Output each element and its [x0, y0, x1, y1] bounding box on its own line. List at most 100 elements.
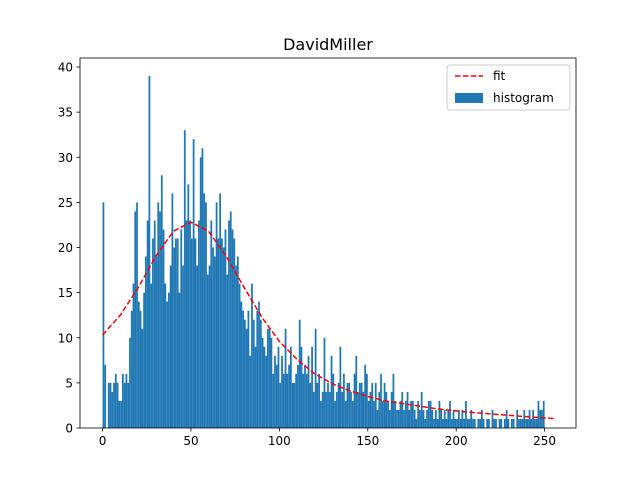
histogram-bar: [231, 229, 234, 428]
histogram-bar: [293, 382, 296, 428]
histogram-bar: [152, 238, 154, 428]
histogram-bar: [355, 355, 358, 428]
histogram-bar: [127, 382, 130, 428]
histogram-bar: [374, 382, 377, 428]
histogram-bar: [182, 265, 184, 428]
histogram-bar: [399, 400, 402, 428]
histogram-bar: [190, 238, 193, 428]
histogram-bar: [244, 319, 246, 428]
histogram-bar: [479, 418, 481, 428]
histogram-bar: [466, 418, 469, 428]
histogram-bar: [143, 292, 145, 428]
histogram-bar: [344, 400, 347, 428]
histogram-bar: [362, 391, 365, 428]
histogram-bar: [541, 409, 543, 428]
histogram-bar: [194, 238, 197, 428]
histogram-bar: [116, 382, 119, 428]
histogram-bar: [261, 337, 264, 428]
histogram-bar: [503, 418, 506, 428]
histogram-bar: [525, 418, 527, 428]
histogram-bar: [463, 418, 466, 428]
y-tick-label: 10: [58, 331, 73, 345]
histogram-bar: [491, 409, 494, 428]
histogram-bar: [157, 202, 160, 428]
histogram-bar: [519, 418, 522, 428]
histogram-bar: [401, 391, 404, 428]
histogram-bar: [221, 238, 223, 428]
histogram-bar: [518, 418, 520, 428]
histogram-bar: [111, 391, 114, 428]
histogram-bar: [367, 400, 370, 428]
histogram-bar: [217, 238, 220, 428]
histogram-bar: [450, 418, 453, 428]
histogram-bar: [341, 391, 344, 428]
histogram-bar: [320, 400, 322, 428]
x-tick-label: 50: [183, 434, 198, 448]
histogram-bar: [433, 418, 435, 428]
histogram-bar: [245, 328, 248, 428]
histogram-bar: [327, 382, 329, 428]
histogram-bar: [316, 382, 319, 428]
histogram-bar: [173, 247, 176, 428]
histogram-bar: [284, 328, 287, 428]
histogram-bar: [104, 364, 107, 428]
histogram-bar: [470, 409, 473, 428]
histogram-bar: [348, 382, 351, 428]
histogram-bar: [295, 373, 298, 428]
histogram-bar: [297, 364, 299, 428]
histogram-bar: [539, 409, 542, 428]
histogram-bar: [381, 400, 384, 428]
histogram-bar: [495, 418, 497, 428]
histogram-bar: [389, 409, 391, 428]
histogram-bar: [286, 373, 289, 428]
histogram-bar: [500, 418, 503, 428]
histogram-bar: [137, 301, 140, 428]
histogram-bar: [373, 400, 375, 428]
histogram-bar: [192, 139, 195, 428]
histogram-bar: [288, 364, 290, 428]
histogram-bar: [447, 409, 450, 428]
histogram-bar: [452, 409, 455, 428]
histogram-bar: [180, 229, 183, 428]
x-tick-label: 150: [356, 434, 379, 448]
histogram-bar: [159, 211, 161, 428]
histogram-bar: [505, 409, 508, 428]
histogram-bar: [258, 301, 260, 428]
histogram-bar: [385, 391, 388, 428]
histogram-bar: [298, 319, 301, 428]
histogram-bar: [249, 355, 252, 428]
histogram-bar: [118, 400, 121, 428]
histogram-bar: [219, 193, 222, 428]
histogram-bar: [438, 400, 441, 428]
histogram-bar: [120, 400, 122, 428]
histogram-bar: [150, 283, 153, 428]
histogram-bar: [358, 382, 361, 428]
histogram-bar: [537, 400, 540, 428]
histogram-bar: [314, 328, 317, 428]
histogram-bar: [171, 193, 174, 428]
histogram-bar: [369, 391, 372, 428]
histogram-bar: [270, 337, 273, 428]
histogram-bar: [523, 409, 526, 428]
histogram-bar: [309, 382, 312, 428]
histogram-bar: [302, 373, 305, 428]
histogram-bar: [477, 418, 480, 428]
histogram-bar: [415, 418, 418, 428]
histogram-bar: [443, 409, 446, 428]
histogram-bar: [366, 373, 368, 428]
histogram-bar: [424, 418, 427, 428]
histogram-bar: [122, 373, 124, 428]
histogram-bar: [247, 310, 250, 428]
histogram-bar: [205, 202, 207, 428]
histogram-bar: [175, 238, 177, 428]
histogram-bar: [516, 409, 519, 428]
histogram-bar: [213, 256, 216, 428]
histogram-bar: [279, 382, 282, 428]
histogram-bar: [542, 400, 545, 428]
histogram-bar: [199, 157, 202, 428]
histogram-bar: [162, 229, 165, 428]
histogram-bar: [153, 220, 156, 428]
histogram-bar: [252, 319, 255, 428]
histogram-bar: [136, 202, 138, 428]
histogram-bar: [353, 373, 356, 428]
